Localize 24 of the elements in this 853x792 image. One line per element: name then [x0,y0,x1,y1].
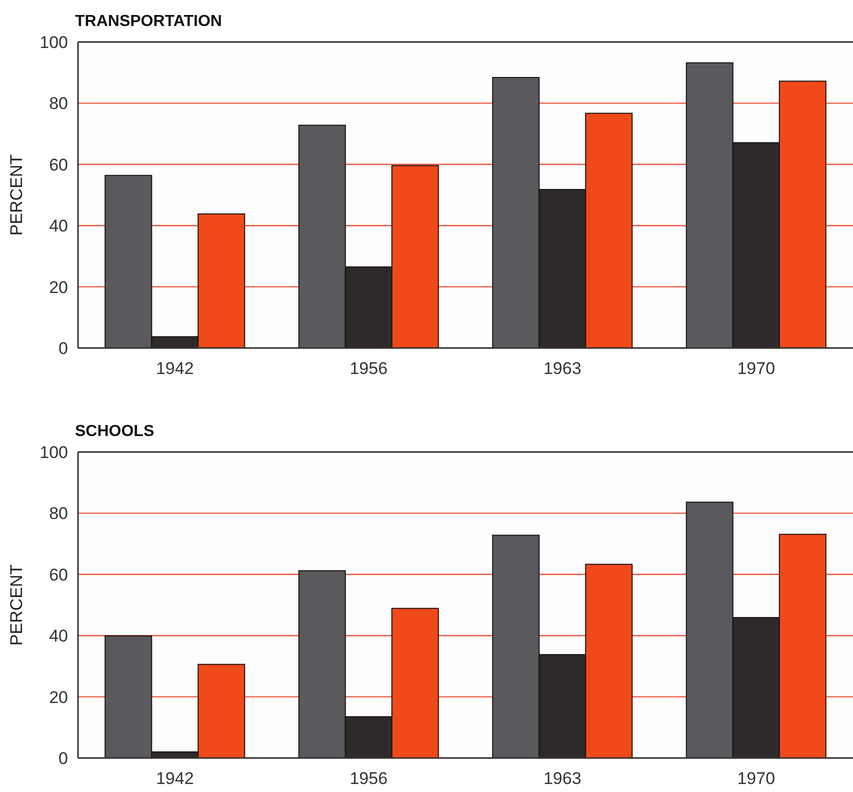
chart-title: TRANSPORTATION [75,13,222,30]
y-tick-label: 0 [58,748,68,768]
x-tick-label: 1970 [737,359,776,378]
x-tick-label: 1956 [350,769,388,788]
y-axis-title: PERCENT [7,154,26,236]
x-tick-label: 1963 [543,359,582,378]
chart-title: SCHOOLS [75,423,154,440]
x-tick-label: 1956 [350,359,388,378]
y-tick-label: 60 [49,565,68,584]
y-tick-label: 80 [49,504,68,524]
y-tick-label: 20 [49,688,68,707]
y-axis-title: PERCENT [7,564,26,646]
y-tick-label: 40 [49,626,68,646]
y-tick-label: 100 [40,442,68,462]
x-tick-label: 1963 [543,769,582,788]
y-tick-label: 20 [49,278,68,297]
x-tick-label: 1942 [156,769,194,788]
y-tick-label: 80 [49,94,68,114]
y-tick-label: 0 [58,338,68,358]
x-tick-label: 1970 [737,769,776,788]
x-tick-label: 1942 [156,359,194,378]
y-tick-label: 100 [40,32,68,52]
y-tick-label: 60 [49,155,68,174]
y-tick-label: 40 [49,216,68,236]
